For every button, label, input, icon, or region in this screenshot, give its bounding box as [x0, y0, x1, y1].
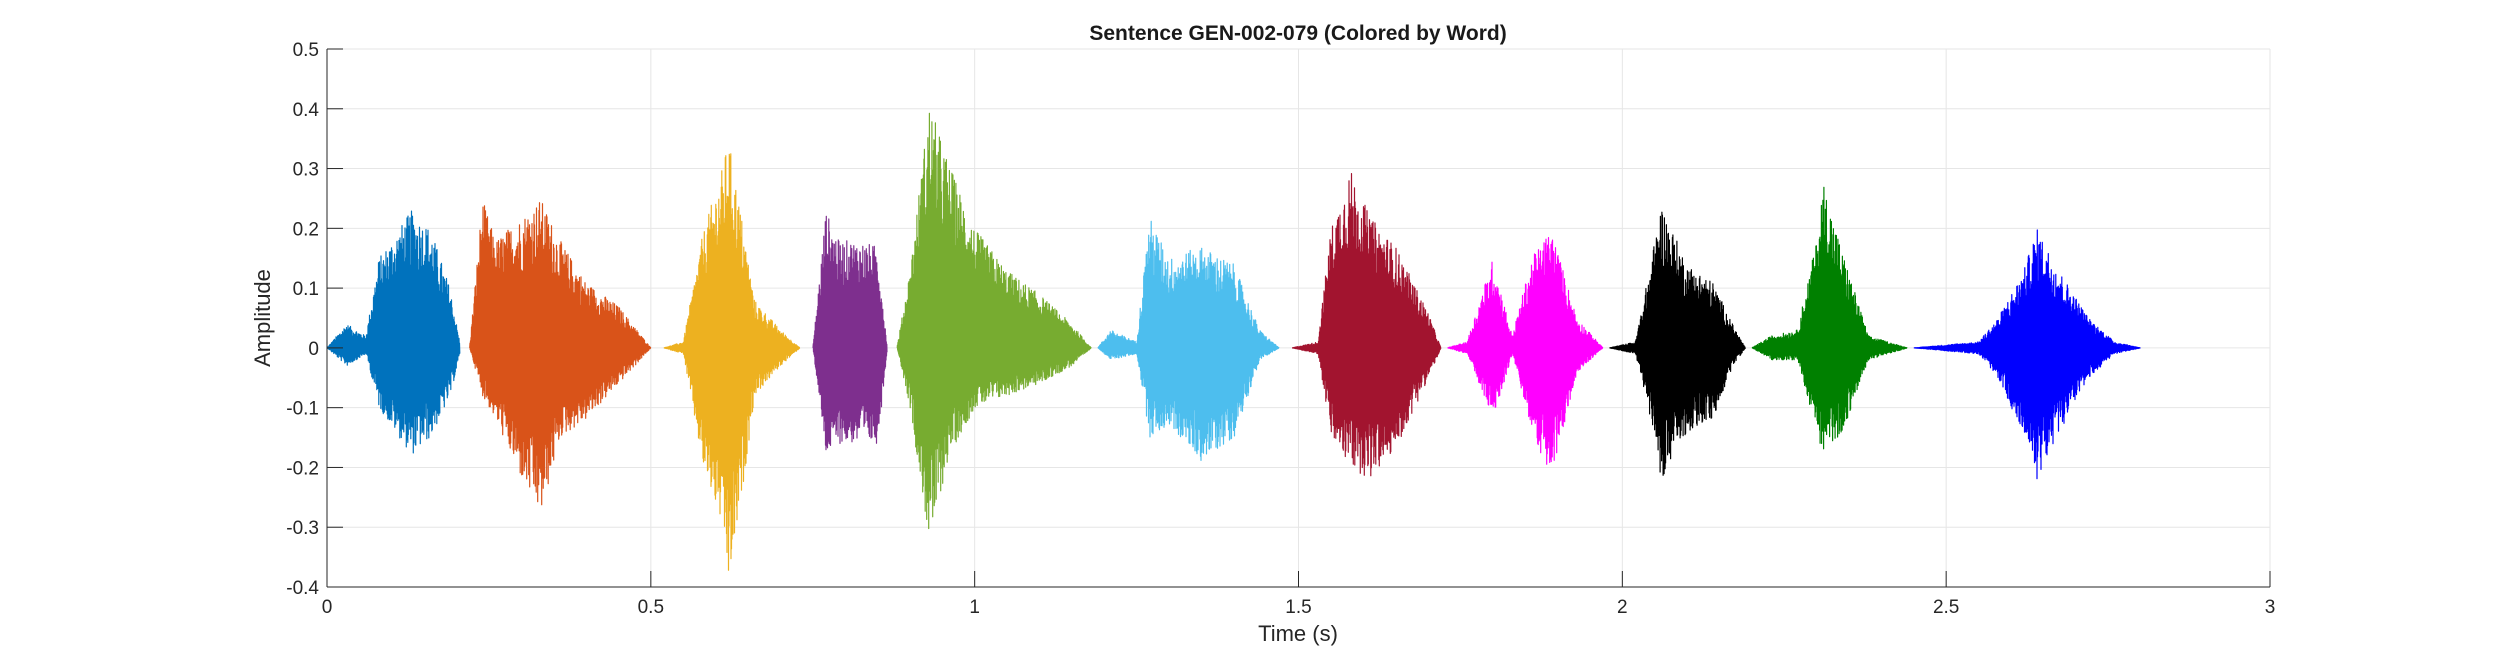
x-tick-label: 3: [2265, 597, 2276, 618]
y-tick-label: -0.4: [286, 578, 319, 599]
y-tick-label: -0.1: [286, 399, 319, 420]
waveform-series-2: [469, 202, 652, 506]
waveform-series-6: [1097, 220, 1280, 461]
x-tick-label: 1: [969, 597, 980, 618]
chart-title: Sentence GEN-002-079 (Colored by Word): [1089, 22, 1506, 45]
y-tick-label: 0.4: [293, 100, 320, 121]
waveform-series-9: [1609, 211, 1746, 476]
y-tick-label: 0: [308, 339, 319, 360]
y-tick-label: 0.1: [293, 279, 319, 300]
waveform-series-10: [1751, 186, 1908, 450]
waveform-series-4: [812, 215, 888, 451]
x-tick-label: 2.5: [1933, 597, 1959, 618]
waveform-series-7: [1291, 173, 1442, 477]
axes: [326, 48, 2271, 588]
waveform-series-3: [663, 153, 801, 571]
x-axis-label: Time (s): [1258, 621, 1338, 646]
y-tick-label: 0.3: [293, 160, 319, 181]
y-tick-label: -0.2: [286, 458, 319, 479]
waveform-series-8: [1447, 237, 1604, 465]
x-tick-label: 2: [1617, 597, 1628, 618]
x-tick-label: 1.5: [1285, 597, 1311, 618]
y-axis-label: Amplitude: [250, 269, 275, 367]
waveform-series-group: [326, 112, 2141, 571]
waveform-series-11: [1913, 229, 2141, 480]
y-tick-label: 0.5: [293, 40, 319, 61]
waveform-series-1: [326, 210, 461, 454]
waveform-series-5: [896, 112, 1092, 530]
y-tick-label: 0.2: [293, 219, 319, 240]
y-tick-label: -0.3: [286, 518, 319, 539]
x-tick-label: 0.5: [638, 597, 664, 618]
tick-labels: 0 0.5 1 1.5 2 2.5 3 -0.4 -0.3 -0.2 -0.1 0 0.1 0.2 0.3 0…: [286, 40, 2275, 618]
x-tick-label: 0: [322, 597, 333, 618]
